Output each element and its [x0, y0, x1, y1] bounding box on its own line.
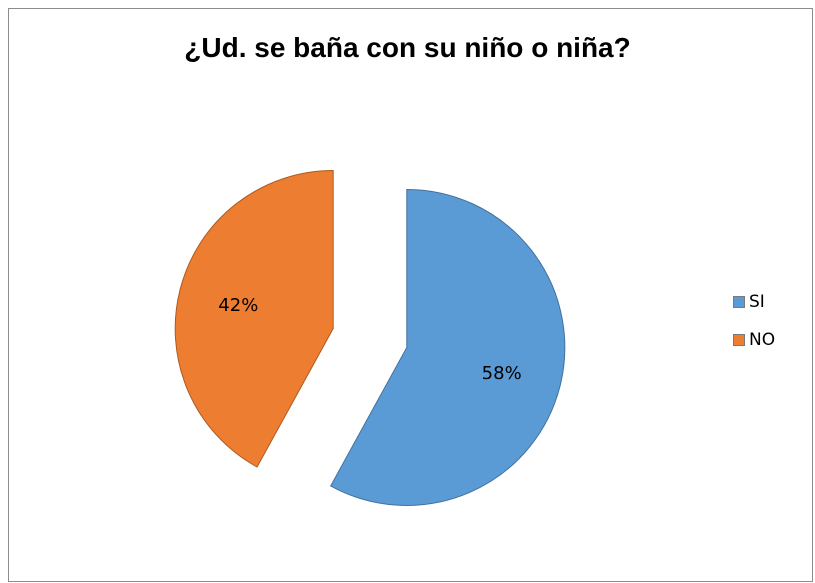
legend-label-no: NO: [749, 330, 776, 350]
legend-item-no: NO: [733, 330, 775, 350]
data-label-si: 58%: [482, 363, 522, 384]
legend-swatch-si: [733, 296, 745, 308]
pie-slice-si: [330, 188, 566, 506]
chart-title: ¿Ud. se baña con su niño o niña?: [184, 32, 631, 63]
legend-item-si: SI: [733, 292, 775, 312]
legend-label-si: SI: [749, 292, 765, 312]
pie-slice-no: [174, 170, 334, 468]
data-label-no: 42%: [218, 295, 258, 316]
legend-swatch-no: [733, 334, 745, 346]
legend: SI NO: [733, 292, 775, 368]
